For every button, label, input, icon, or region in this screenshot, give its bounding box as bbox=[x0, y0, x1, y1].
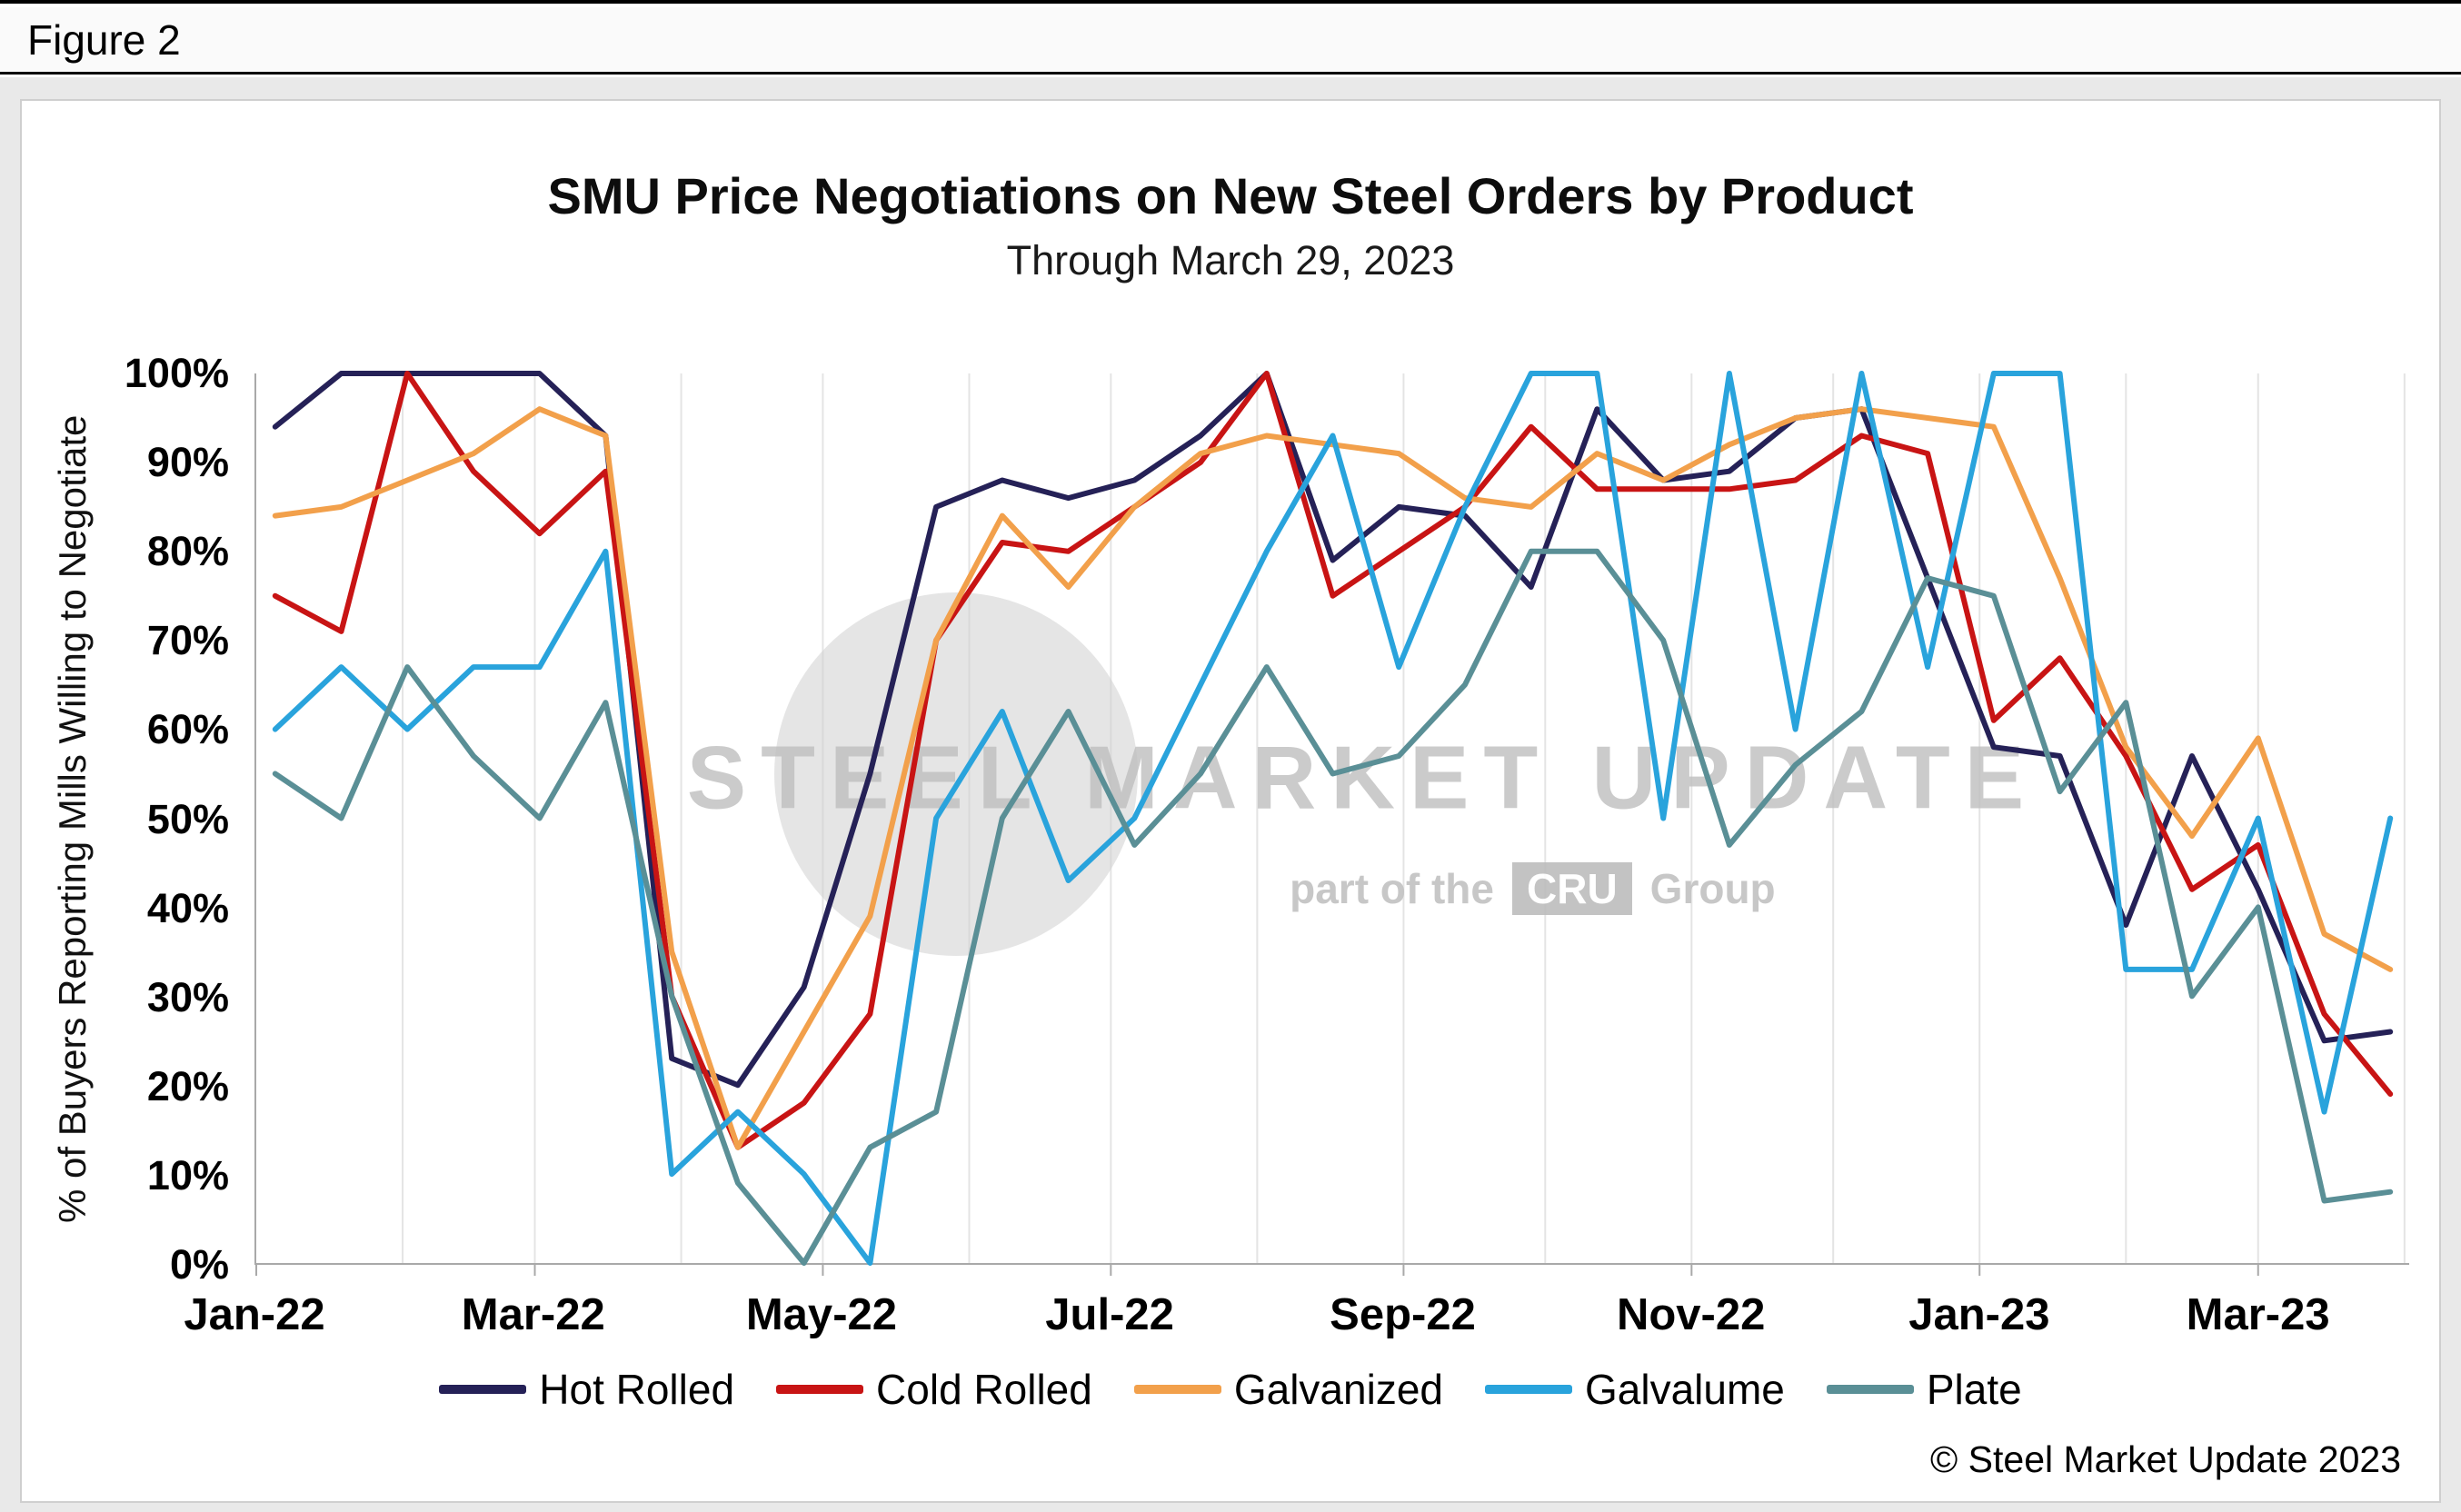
y-axis-tick-labels: 0% 10% 20% 30% 40% 50% 60% 70% 80% 90% 100% bbox=[22, 350, 238, 1288]
legend-swatch-cold-rolled bbox=[776, 1385, 864, 1394]
chart-title: SMU Price Negotiations on New Steel Orde… bbox=[547, 167, 1914, 224]
legend-item-hot-rolled: Hot Rolled bbox=[439, 1365, 734, 1414]
legend: Hot Rolled Cold Rolled Galvanized Galvalume… bbox=[22, 1361, 2439, 1418]
chart-subtitle: Through March 29, 2023 bbox=[1006, 237, 1455, 284]
x-tick-label-mar-23: Mar-23 bbox=[2186, 1290, 2330, 1339]
legend-label-plate: Plate bbox=[1926, 1366, 2022, 1413]
legend-item-galvanized: Galvanized bbox=[1133, 1365, 1443, 1414]
y-tick-label-10: 10% bbox=[146, 1151, 229, 1199]
y-tick-label-40: 40% bbox=[146, 884, 229, 931]
chart-region: SMU Price Negotiations on New Steel Orde… bbox=[0, 77, 2461, 1512]
x-axis-tick-labels: Jan-22 Mar-22 May-22 Jul-22 Sep-22 Nov-22 Jan-… bbox=[184, 1289, 2409, 1342]
x-tick-label-jul-22: Jul-22 bbox=[1045, 1290, 1174, 1339]
series-line-cold-rolled bbox=[272, 371, 2394, 1150]
legend-item-plate: Plate bbox=[1826, 1365, 2022, 1414]
legend-label-cold-rolled: Cold Rolled bbox=[876, 1366, 1092, 1413]
legend-label-hot-rolled: Hot Rolled bbox=[539, 1366, 735, 1413]
legend-item-galvalume: Galvalume bbox=[1484, 1365, 1785, 1414]
y-tick-label-30: 30% bbox=[146, 973, 229, 1020]
x-tick-label-nov-22: Nov-22 bbox=[1616, 1290, 1766, 1339]
x-tick-label-may-22: May-22 bbox=[745, 1290, 898, 1339]
legend-swatch-hot-rolled bbox=[439, 1385, 527, 1394]
x-tick-label-mar-22: Mar-22 bbox=[461, 1290, 605, 1339]
series-line-galvalume bbox=[272, 371, 2394, 1266]
legend-label-galvanized: Galvanized bbox=[1233, 1366, 1443, 1413]
y-tick-label-50: 50% bbox=[146, 795, 229, 842]
legend-swatch-galvanized bbox=[1133, 1385, 1221, 1394]
y-tick-label-70: 70% bbox=[146, 617, 229, 664]
y-tick-label-80: 80% bbox=[146, 528, 229, 575]
legend-swatch-plate bbox=[1826, 1385, 1914, 1394]
figure-header: Figure 2 bbox=[0, 7, 2461, 75]
legend-label-galvalume: Galvalume bbox=[1584, 1366, 1785, 1413]
series-line-plate bbox=[272, 548, 2394, 1266]
series-lines-layer bbox=[272, 371, 2394, 1266]
legend-item-cold-rolled: Cold Rolled bbox=[776, 1365, 1092, 1414]
x-tick-label-sep-22: Sep-22 bbox=[1330, 1290, 1476, 1339]
y-tick-label-100: 100% bbox=[124, 350, 229, 396]
chart-panel: SMU Price Negotiations on New Steel Orde… bbox=[20, 99, 2441, 1503]
y-tick-label-60: 60% bbox=[146, 706, 229, 753]
x-tick-label-jan-22: Jan-22 bbox=[184, 1290, 325, 1339]
legend-swatch-galvalume bbox=[1484, 1385, 1572, 1394]
y-tick-label-20: 20% bbox=[146, 1062, 229, 1109]
copyright: © Steel Market Update 2023 bbox=[1930, 1438, 2401, 1480]
y-tick-label-90: 90% bbox=[146, 439, 229, 486]
figure-label: Figure 2 bbox=[27, 15, 181, 64]
y-tick-label-0: 0% bbox=[169, 1241, 229, 1288]
plot-area: STEEL MARKET UPDATE part of the CRU Grou… bbox=[254, 371, 2409, 1276]
x-tick-label-jan-23: Jan-23 bbox=[1908, 1290, 2050, 1339]
